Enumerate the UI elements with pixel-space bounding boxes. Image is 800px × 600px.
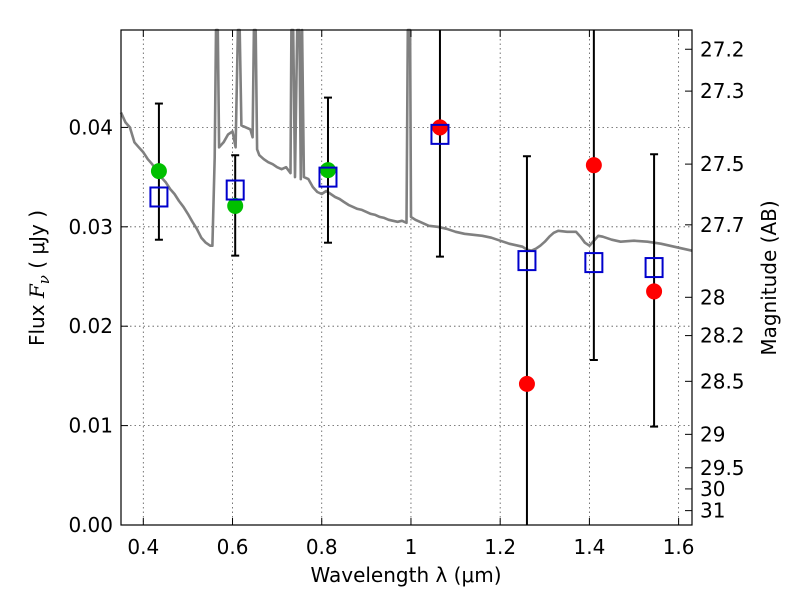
- data-point-circle: [431, 119, 448, 136]
- y-axis-label-symbol: F: [25, 283, 49, 299]
- data-point-square: [517, 250, 537, 272]
- model-spectrum: [119, 28, 693, 252]
- y2-tick-label: 27.5: [700, 152, 745, 176]
- model-spectrum-line: [119, 28, 693, 252]
- data-point-square: [644, 257, 664, 279]
- x-axis-label: Wavelength λ (μm): [310, 563, 501, 587]
- data-point-circle: [518, 375, 535, 392]
- x-tick-label: 1: [405, 535, 418, 559]
- y2-tick-label: 28.2: [700, 324, 745, 348]
- y2-tick-label: 29.5: [700, 456, 745, 480]
- y-tick-label: 0.00: [68, 513, 113, 537]
- y2-axis-label: Magnitude (AB): [757, 200, 781, 355]
- x-tick-label: 0.6: [217, 535, 249, 559]
- y2-tick-label: 28: [700, 285, 725, 309]
- x-tick-label: 0.4: [127, 535, 159, 559]
- data-point-square: [430, 123, 450, 145]
- y2-tick-label: 31: [700, 499, 725, 523]
- data-point-square: [584, 252, 604, 274]
- x-tick-label: 0.8: [306, 535, 338, 559]
- y-tick-label: 0.04: [68, 115, 113, 139]
- y-axis-label-subscript: ν: [35, 275, 53, 284]
- error-bar: [522, 155, 531, 525]
- plot-frame: [120, 29, 693, 526]
- data-point-circle: [227, 197, 244, 214]
- data-markers: [149, 119, 664, 392]
- y2-tick-label: 27.3: [700, 79, 745, 103]
- y-tick-label: 0.02: [68, 314, 113, 338]
- y-axis-ticks: 0.00 0.01 0.02 0.03 0.04: [68, 115, 128, 537]
- data-point-circle: [319, 162, 336, 179]
- y-axis-label-suffix: ( μJy ): [25, 210, 49, 275]
- y2-tick-label: 30: [700, 477, 725, 501]
- data-point-circle: [585, 157, 602, 174]
- y-tick-label: 0.03: [68, 215, 113, 239]
- x-tick-label: 1.2: [484, 535, 516, 559]
- y2-tick-label: 27.2: [700, 37, 745, 61]
- y-tick-label: 0.01: [68, 414, 113, 438]
- x-tick-label: 1.4: [573, 535, 605, 559]
- y2-tick-label: 27.7: [700, 213, 745, 237]
- x-tick-label: 1.6: [663, 535, 695, 559]
- data-point-square: [225, 179, 245, 201]
- y2-tick-label: 28.5: [700, 369, 745, 393]
- data-point-square: [149, 186, 169, 208]
- error-bar: [589, 30, 598, 361]
- data-point-square: [318, 166, 338, 188]
- x-axis-ticks: 0.4 0.6 0.8 1 1.2 1.4 1.6: [127, 30, 695, 559]
- y-axis-label-prefix: Flux: [25, 298, 49, 346]
- data-point-circle: [150, 163, 167, 180]
- y2-tick-label: 29: [700, 422, 725, 446]
- data-point-circle: [646, 283, 663, 300]
- y-axis-label: Flux Fν ( μJy ): [25, 210, 53, 346]
